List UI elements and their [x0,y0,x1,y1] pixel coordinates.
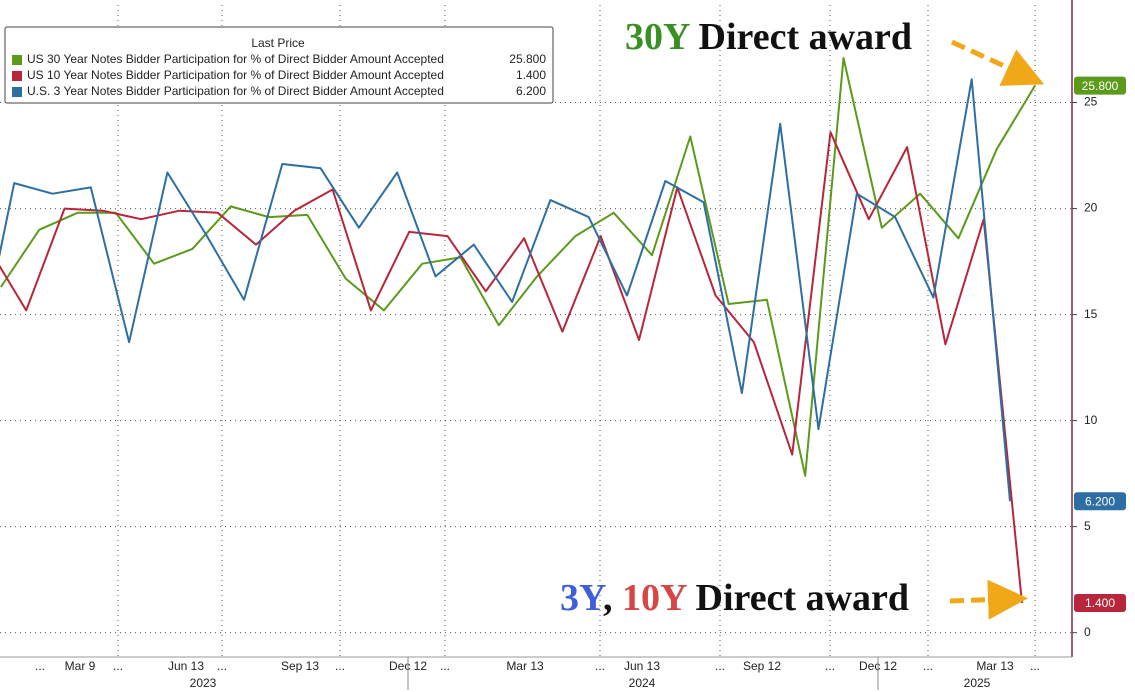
last-value-label: 1.400 [1085,596,1115,610]
x-tick-label: ... [825,659,835,673]
x-tick-label: ... [440,659,450,673]
series-line [0,57,1036,477]
annotation: 30Y Direct award [625,16,912,58]
annotation-part: Direct award [689,16,912,58]
legend-value: 6.200 [516,84,546,98]
legend-swatch [12,71,22,81]
legend-label: U.S. 3 Year Notes Bidder Participation f… [27,84,444,98]
x-tick-label: ... [335,659,345,673]
legend-swatch [12,55,22,65]
x-tick-label: ... [923,659,933,673]
last-value-tag [1074,593,1126,612]
annotation-part: 30Y [625,16,690,58]
last-value-tag [1074,492,1126,511]
y-tick-label: 5 [1084,519,1091,533]
x-tick-label: ... [217,659,227,673]
x-tick-label: Jun 13 [168,659,204,673]
annotation-part: , [603,577,622,619]
legend-title: Last Price [251,36,305,50]
plot-lines [0,57,1036,604]
legend: Last Price US 30 Year Notes Bidder Parti… [4,26,554,104]
legend-value: 25.800 [509,52,546,66]
legend-label: US 30 Year Notes Bidder Participation fo… [27,52,444,66]
x-tick-label: Mar 9 [65,659,96,673]
x-tick-label: Jun 13 [624,659,660,673]
x-tick-label: Sep 13 [281,659,319,673]
x-tick-label: Mar 13 [976,659,1014,673]
annotation-part: 3Y [560,577,606,619]
y-tick-label: 0 [1084,625,1091,639]
annotation: 3Y, 10Y Direct award [560,577,909,619]
annotation-part: 10Y [622,577,687,619]
y-tick-label: 25 [1084,95,1098,109]
x-tick-label: Sep 12 [743,659,781,673]
y-tick-label: 10 [1084,413,1098,427]
annotation-part: Direct award [686,577,909,619]
x-tick-label: ... [715,659,725,673]
x-tick-label: ... [1030,659,1040,673]
last-value-label: 25.800 [1082,79,1119,93]
year-label: 2023 [190,676,217,690]
legend-value: 1.400 [516,68,546,82]
x-tick-label: ... [595,659,605,673]
last-value-label: 6.200 [1085,494,1115,508]
y-tick-label: 15 [1084,307,1098,321]
series-line [0,131,1023,604]
x-tick-label: ... [113,659,123,673]
last-value-tag [1074,76,1126,95]
series-line [0,78,1011,502]
x-tick-label: Mar 13 [506,659,544,673]
x-tick-label: ... [35,659,45,673]
legend-swatch [12,87,22,97]
annotations: 30Y Direct award 3Y, 10Y Direct award [560,16,1045,620]
legend-label: US 10 Year Notes Bidder Participation fo… [27,68,444,82]
y-tick-label: 20 [1084,201,1098,215]
year-label: 2025 [964,676,991,690]
annotation-arrow [950,39,1045,86]
year-label: 2024 [629,676,656,690]
legend-box [4,26,554,104]
annotation-arrow [949,579,1028,620]
